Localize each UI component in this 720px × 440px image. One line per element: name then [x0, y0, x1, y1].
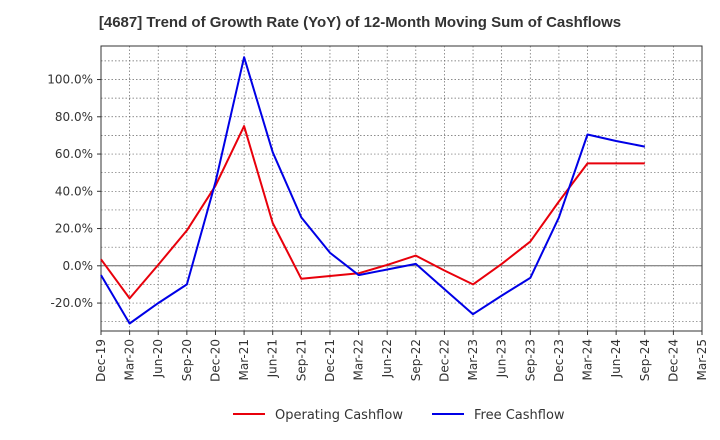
x-tick-label: Jun-24 — [609, 339, 623, 378]
x-tick-label: Dec-24 — [666, 339, 680, 382]
y-tick-label: 60.0% — [55, 147, 93, 161]
x-tick-label: Sep-21 — [294, 339, 308, 381]
plot-area-border — [100, 45, 703, 332]
x-tick-label: Mar-20 — [123, 339, 137, 380]
y-tick-label: -20.0% — [51, 296, 93, 310]
x-tick-label: Jun-21 — [266, 339, 280, 378]
series-line-operating-cashflow — [100, 125, 645, 300]
y-tick-label: 80.0% — [55, 110, 93, 124]
y-tick-label: 20.0% — [55, 222, 93, 236]
x-tick-label: Mar-24 — [581, 339, 595, 380]
x-tick-label: Dec-21 — [323, 339, 337, 382]
x-tick-label: Mar-25 — [695, 339, 709, 380]
x-tick-label: Dec-23 — [552, 339, 566, 382]
legend-label-free-cashflow: Free Cashflow — [474, 408, 565, 423]
x-tick-label: Dec-22 — [437, 339, 451, 382]
x-tick-label: Jun-22 — [380, 339, 394, 378]
x-tick-label: Jun-20 — [151, 339, 165, 378]
x-tick-label: Dec-19 — [94, 339, 108, 382]
y-tick-label: 0.0% — [63, 259, 94, 273]
x-tick-label: Mar-22 — [352, 339, 366, 380]
x-tick-label: Sep-22 — [409, 339, 423, 381]
x-tick-label: Sep-20 — [180, 339, 194, 381]
legend-label-operating-cashflow: Operating Cashflow — [275, 408, 403, 423]
x-tick-label: Sep-23 — [523, 339, 537, 381]
y-tick-label: 40.0% — [55, 184, 93, 198]
x-tick-label: Jun-23 — [495, 339, 509, 378]
x-tick-label: Mar-23 — [466, 339, 480, 380]
chart-title: [4687] Trend of Growth Rate (YoY) of 12-… — [98, 14, 622, 31]
y-tick-label: 100.0% — [47, 73, 93, 87]
x-tick-label: Sep-24 — [638, 339, 652, 381]
x-tick-label: Mar-21 — [237, 339, 251, 380]
x-tick-label: Dec-20 — [208, 339, 222, 382]
series-line-free-cashflow — [100, 56, 645, 325]
